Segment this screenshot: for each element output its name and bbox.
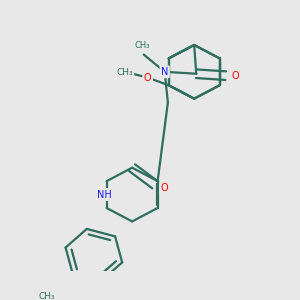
Text: CH₃: CH₃ bbox=[135, 41, 150, 50]
Text: O: O bbox=[231, 71, 239, 81]
Text: O: O bbox=[161, 183, 169, 193]
Text: CH₃: CH₃ bbox=[116, 68, 133, 77]
Text: NH: NH bbox=[97, 190, 112, 200]
Text: N: N bbox=[161, 67, 168, 77]
Text: O: O bbox=[144, 73, 152, 82]
Text: CH₃: CH₃ bbox=[39, 292, 55, 300]
